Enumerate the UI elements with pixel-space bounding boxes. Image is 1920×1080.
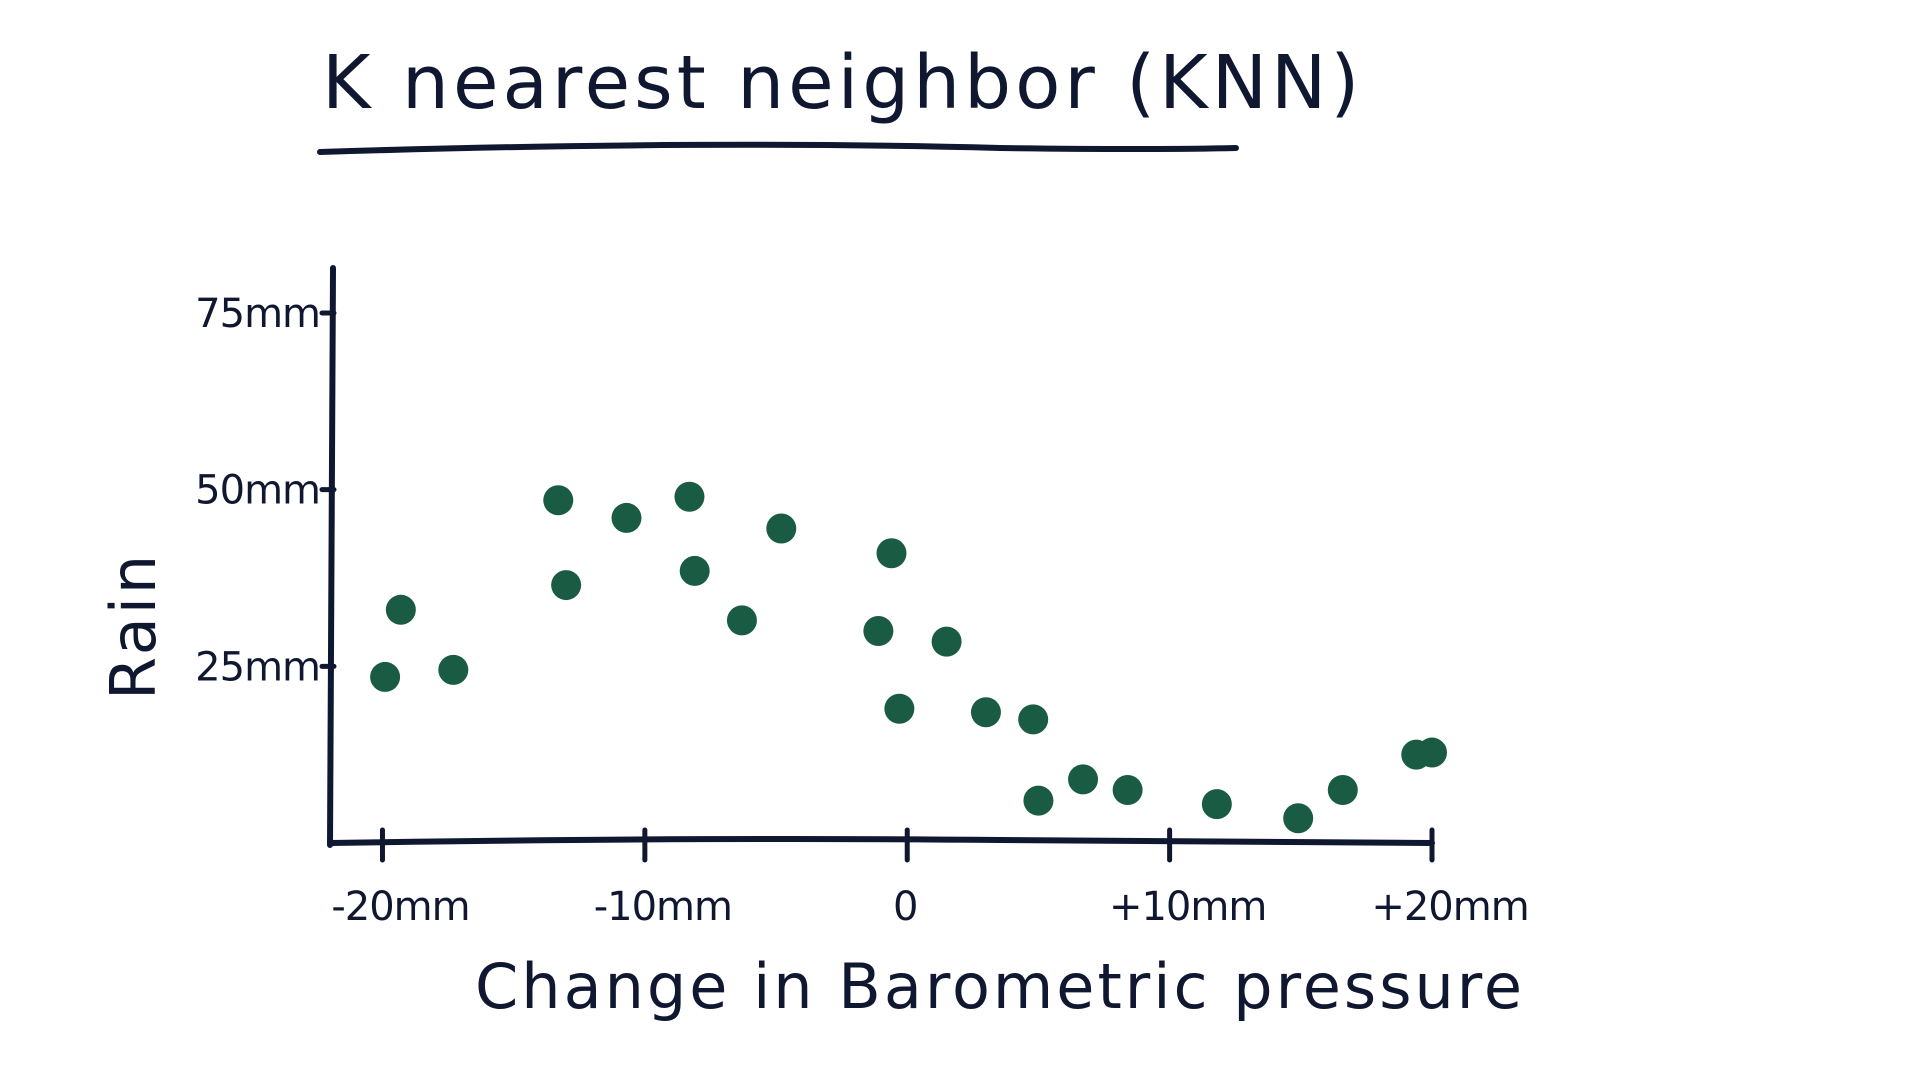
data-point	[884, 693, 915, 724]
x-tick-label: +20mm	[1371, 884, 1528, 930]
data-point	[1112, 775, 1143, 805]
y-tick-label: 50mm	[195, 468, 320, 514]
data-point	[726, 605, 757, 636]
data-point	[370, 661, 401, 692]
data-point	[543, 485, 574, 516]
data-point	[385, 594, 416, 625]
data-point	[766, 513, 797, 544]
data-point	[1327, 775, 1358, 805]
data-point	[931, 626, 962, 657]
x-tick-label: 0	[893, 884, 917, 930]
x-axis-line	[327, 836, 1435, 846]
y-tick-label: 25mm	[195, 644, 320, 690]
data-point	[551, 570, 582, 601]
x-tick-label: +10mm	[1109, 884, 1266, 930]
y-axis-line	[327, 265, 336, 848]
y-ticks-group: 75mm 50mm 25mm	[195, 291, 337, 690]
data-point	[1018, 704, 1049, 735]
data-point	[438, 654, 469, 685]
data-point	[970, 697, 1001, 728]
x-tick-label: -20mm	[331, 884, 469, 930]
data-point	[1068, 764, 1099, 795]
data-point	[674, 481, 705, 512]
data-point	[1417, 737, 1447, 768]
y-tick-label: 75mm	[195, 291, 320, 337]
data-points-group	[370, 481, 1447, 834]
data-point	[1283, 803, 1314, 834]
x-axis-label: Change in Barometric pressure	[475, 950, 1525, 1023]
data-point	[679, 555, 710, 586]
data-point	[611, 502, 642, 533]
data-point	[863, 616, 894, 646]
data-point	[1023, 785, 1054, 816]
x-ticks-group: -20mm -10mm 0 +10mm +20mm	[331, 827, 1530, 930]
y-axis-label: Rain	[97, 552, 170, 700]
x-tick-label: -10mm	[594, 884, 732, 930]
data-point	[876, 538, 907, 569]
chart-title: K nearest neighbor (KNN)	[322, 40, 1363, 126]
data-point	[1201, 789, 1232, 820]
title-underline	[317, 141, 1239, 155]
